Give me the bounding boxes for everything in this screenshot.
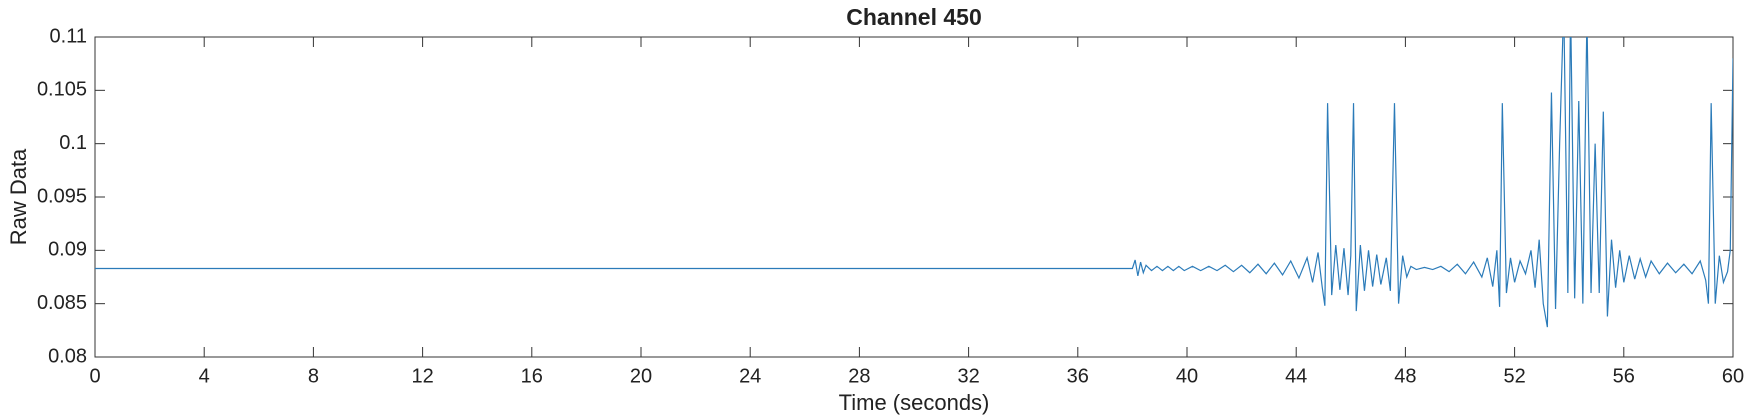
x-tick-label: 60 [1722, 365, 1744, 387]
x-axis-label: Time (seconds) [839, 390, 990, 415]
y-tick-label: 0.095 [37, 185, 87, 207]
y-axis-label: Raw Data [6, 148, 31, 245]
y-tick-label: 0.085 [37, 292, 87, 314]
x-tick-label: 0 [89, 365, 100, 387]
chart-title: Channel 450 [846, 4, 982, 30]
x-tick-label: 20 [630, 365, 652, 387]
y-tick-label: 0.105 [37, 79, 87, 101]
x-tick-label: 28 [848, 365, 870, 387]
x-tick-label: 4 [199, 365, 210, 387]
x-tick-label: 52 [1503, 365, 1525, 387]
y-tick-label: 0.1 [59, 132, 87, 154]
y-tick-label: 0.08 [48, 345, 87, 367]
x-tick-label: 8 [308, 365, 319, 387]
x-tick-label: 16 [521, 365, 543, 387]
data-line [95, 37, 1733, 328]
y-tick-label: 0.09 [48, 239, 87, 261]
x-tick-label: 56 [1613, 365, 1635, 387]
x-tick-label: 24 [739, 365, 761, 387]
x-tick-label: 48 [1394, 365, 1416, 387]
x-tick-label: 36 [1067, 365, 1089, 387]
x-tick-label: 12 [411, 365, 433, 387]
y-tick-label: 0.11 [50, 25, 87, 47]
x-tick-label: 40 [1176, 365, 1198, 387]
x-tick-label: 32 [957, 365, 979, 387]
x-tick-label: 44 [1285, 365, 1307, 387]
plot-frame [94, 36, 1734, 358]
